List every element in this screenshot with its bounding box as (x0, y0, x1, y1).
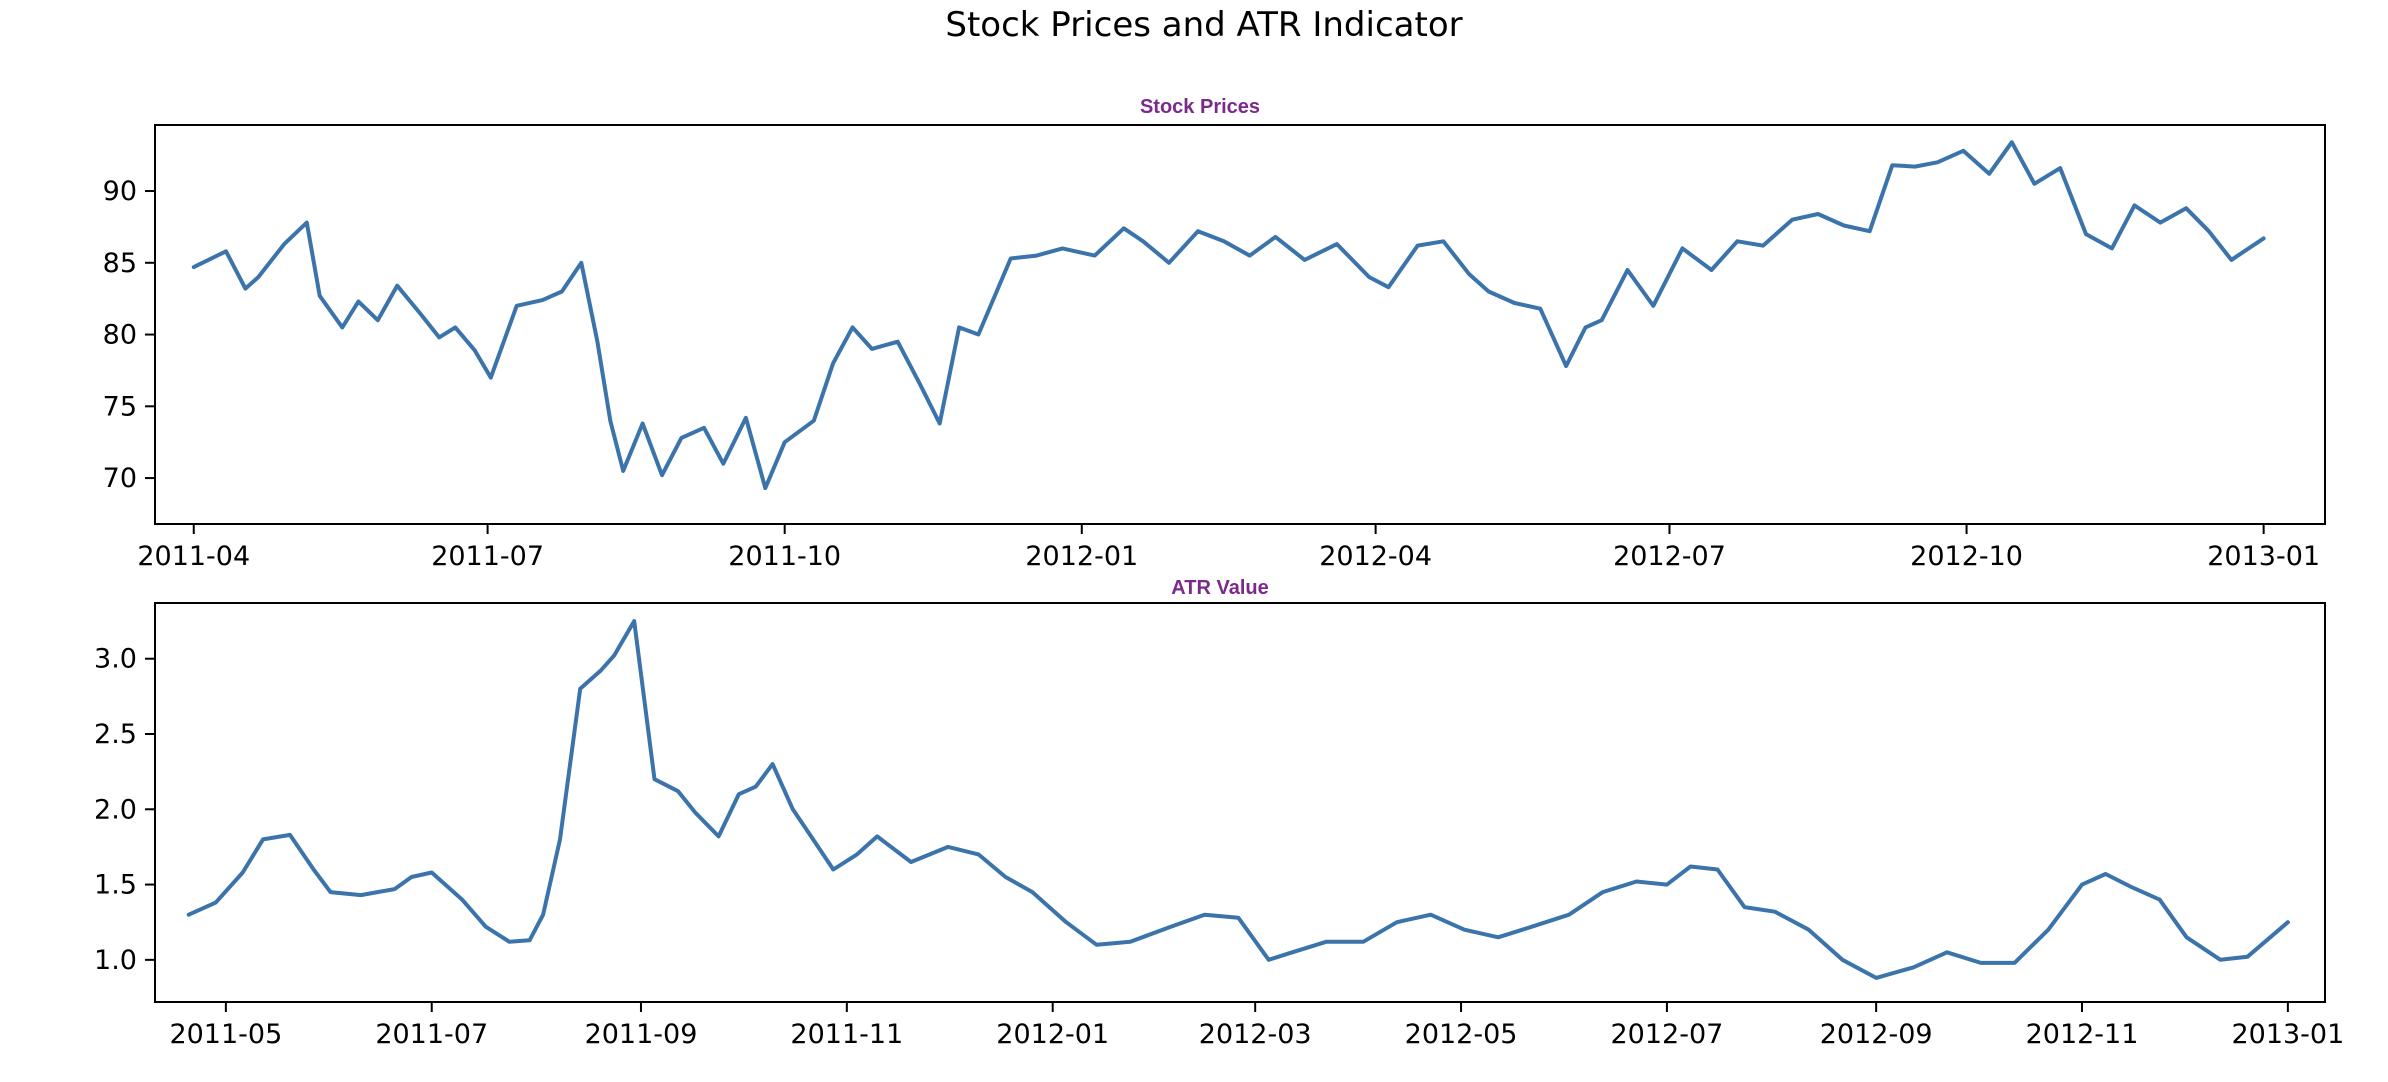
atr-value-plot-frame (154, 602, 2326, 1003)
stock-prices-x-tick-label: 2012-07 (1613, 541, 1726, 572)
atr-value-x-tick-label: 2011-07 (375, 1019, 488, 1050)
stock-prices-y-tick-label: 70 (103, 463, 137, 494)
stock-prices-x-tick-label: 2012-01 (1025, 541, 1138, 572)
atr-value-x-tick-label: 2013-01 (2231, 1019, 2344, 1050)
stock-prices-x-tick-label: 2012-10 (1910, 541, 2023, 572)
atr-value-y-tick-label: 2.0 (94, 794, 137, 825)
stock-prices-x-tick-label: 2011-07 (431, 541, 544, 572)
stock-prices-x-tick-label: 2012-04 (1319, 541, 1432, 572)
atr-value-ticks: 2011-05 2011-07 2011-09 2011-11 2012-01 2012-… (94, 644, 2344, 1050)
stock-prices-series-line (191, 140, 2266, 491)
stock-prices-y-tick-label: 80 (103, 320, 137, 351)
atr-value-y-tick-label: 2.5 (94, 719, 137, 750)
stock-prices-title: Stock Prices (1140, 96, 1260, 118)
atr-value-x-tick-label: 2012-03 (1199, 1019, 1312, 1050)
stock-prices-y-tick-label: 90 (103, 176, 137, 207)
atr-value-x-tick-label: 2012-11 (2026, 1019, 2139, 1050)
stock-prices-ticks: 2011-04 2011-07 2011-10 2012-01 2012-04 2012-… (103, 176, 2320, 572)
stock-prices-panel: Stock Prices 2011-04 2011-07 2011-10 2012-0… (103, 96, 2326, 572)
atr-value-title: ATR Value (1171, 577, 1268, 599)
atr-value-panel: ATR Value 2011-05 2011-07 2011-09 2011-11 20… (94, 577, 2344, 1050)
atr-value-x-tick-label: 2012-05 (1405, 1019, 1518, 1050)
stock-prices-plot-frame (154, 124, 2326, 525)
chart-main-title: Stock Prices and ATR Indicator (945, 5, 1462, 45)
atr-value-y-tick-label: 1.0 (94, 945, 137, 976)
atr-value-x-tick-label: 2011-09 (585, 1019, 698, 1050)
stock-prices-x-tick-label: 2011-04 (137, 541, 250, 572)
stock-prices-x-tick-label: 2011-10 (728, 541, 841, 572)
atr-value-x-tick-label: 2011-11 (790, 1019, 903, 1050)
atr-value-x-tick-label: 2011-05 (169, 1019, 282, 1050)
stock-prices-y-tick-label: 75 (103, 391, 137, 422)
stock-prices-x-tick-label: 2013-01 (2207, 541, 2320, 572)
atr-value-x-tick-label: 2012-07 (1611, 1019, 1724, 1050)
atr-value-y-tick-label: 3.0 (94, 644, 137, 675)
atr-value-x-tick-label: 2012-09 (1820, 1019, 1933, 1050)
atr-value-y-tick-label: 1.5 (94, 870, 137, 901)
atr-value-series-line (186, 619, 2290, 980)
atr-value-x-tick-label: 2012-01 (996, 1019, 1109, 1050)
stock-prices-y-tick-label: 85 (103, 248, 137, 279)
